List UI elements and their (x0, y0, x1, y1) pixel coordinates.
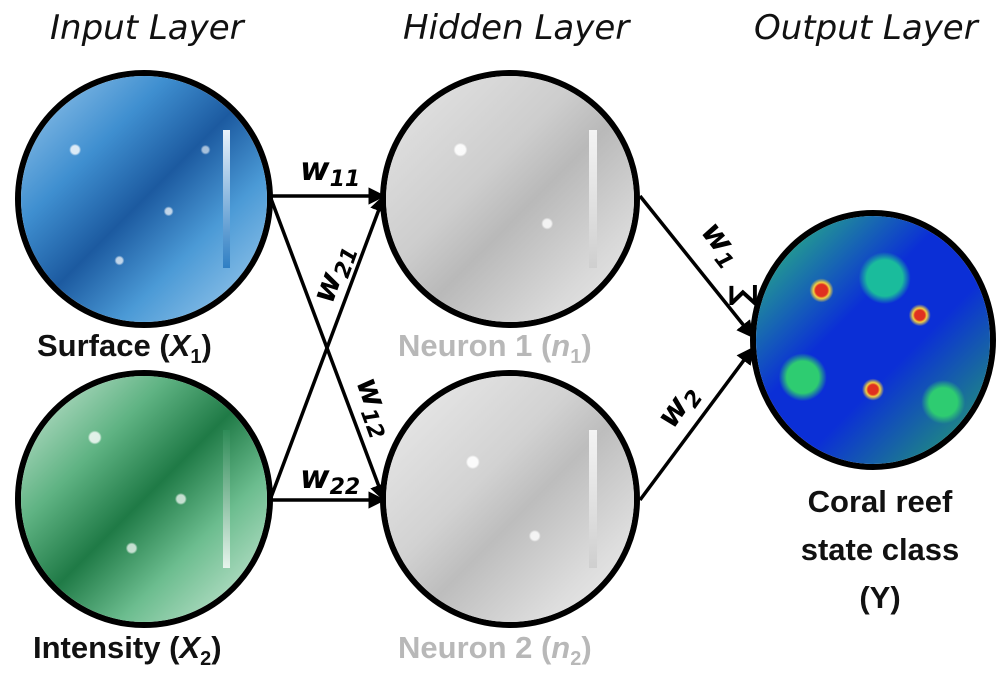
node-intensity-x2 (15, 370, 273, 628)
weight-w21: w21 (304, 238, 364, 309)
intensity-image (21, 376, 267, 622)
neuron-1-image (386, 76, 634, 322)
label-intensity: Intensity (X2) (33, 630, 222, 671)
label-surface: Surface (X1) (37, 328, 212, 369)
node-surface-x1 (15, 70, 273, 328)
weight-w22: w22 (300, 458, 360, 500)
label-neuron-2: Neuron 2 (n2) (398, 630, 592, 671)
edge-n1-y (638, 194, 755, 339)
output-image (756, 216, 990, 464)
surface-image (21, 76, 267, 322)
weight-w11: w11 (300, 150, 360, 192)
edge-n2-y (638, 346, 755, 502)
node-neuron-2 (380, 370, 640, 628)
label-output: Coral reef state class (Y) (800, 484, 960, 615)
node-neuron-1 (380, 70, 640, 328)
input-layer-title: Input Layer (50, 8, 244, 48)
weight-w2: w2 (648, 376, 708, 437)
summation-icon: ∑ (724, 284, 759, 306)
output-layer-title: Output Layer (754, 8, 978, 48)
neuron-2-image (386, 376, 634, 622)
edge-x2-n1 (268, 194, 387, 501)
weight-w1: w1 (691, 214, 752, 275)
hidden-layer-title: Hidden Layer (403, 8, 630, 48)
label-neuron-1: Neuron 1 (n1) (398, 328, 592, 369)
node-output-y (750, 210, 996, 470)
